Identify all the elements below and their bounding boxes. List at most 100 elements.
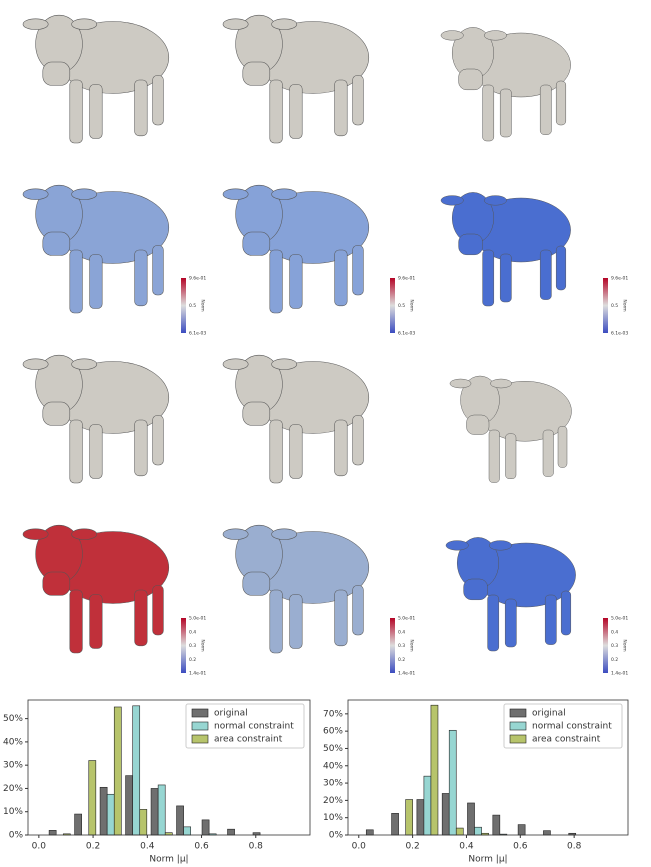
colorbar-label: 0.3: [611, 643, 618, 649]
cow-mesh: [450, 376, 572, 483]
bar: [424, 776, 431, 835]
colorbar-label: 9.6e-01: [398, 276, 415, 282]
colorbar-label: 5.0e-01: [398, 616, 415, 622]
y-tick-label: 20%: [3, 784, 23, 794]
cow-norm: [441, 192, 571, 306]
bar: [75, 814, 82, 835]
bar: [456, 828, 463, 835]
colorbar-title: Norm: [409, 299, 415, 311]
cow-norm: [446, 537, 576, 651]
bar: [100, 787, 107, 835]
colorbar-label: 0.4: [189, 629, 196, 635]
x-tick-label: 0.4: [140, 842, 155, 852]
colorbar-title: Norm: [200, 639, 206, 651]
bar: [543, 831, 550, 835]
bar: [392, 813, 399, 835]
renderings: [23, 15, 576, 653]
y-tick-label: 50%: [3, 714, 23, 724]
bar: [449, 730, 456, 835]
legend-label: area constraint: [532, 735, 601, 745]
colorbar-scale: [390, 278, 395, 333]
bar: [442, 793, 449, 835]
colorbar-label: 9.6e-01: [611, 276, 628, 282]
x-tick-label: 0.2: [86, 842, 100, 852]
bar: [202, 820, 209, 835]
bar: [366, 830, 373, 835]
colorbar-label: 6.1e-03: [189, 331, 206, 337]
bar: [475, 827, 482, 835]
legend-swatch: [510, 735, 526, 743]
x-tick-label: 0.8: [567, 842, 582, 852]
legend-label: normal constraint: [214, 722, 294, 732]
x-tick-label: 0.8: [249, 842, 264, 852]
bar: [133, 706, 140, 835]
bar: [49, 830, 56, 835]
colorbar-label: 5.0e-01: [611, 616, 628, 622]
y-tick-label: 60%: [323, 727, 343, 737]
bar: [114, 707, 121, 835]
colorbar-label: 0.2: [611, 657, 618, 663]
colorbar-title: Norm: [409, 639, 415, 651]
y-tick-label: 10%: [323, 813, 343, 823]
cow-mesh: [441, 27, 571, 141]
cow-norm: [223, 185, 369, 313]
colorbar-label: 0.4: [611, 629, 618, 635]
cow-mesh: [223, 15, 369, 143]
y-tick-label: 10%: [3, 807, 23, 817]
y-tick-label: 0%: [9, 831, 24, 841]
bar: [467, 803, 474, 835]
x-tick-label: 0.6: [513, 842, 528, 852]
colorbar-label: 0.2: [189, 657, 196, 663]
x-tick-label: 0.0: [352, 842, 367, 852]
x-axis-label: Norm |μ|: [149, 855, 188, 865]
bar: [158, 785, 165, 835]
colorbar-title: Norm: [622, 639, 628, 651]
colorbar-label: 0.3: [398, 643, 405, 649]
colorbar-title: Norm: [200, 299, 206, 311]
cow-norm: [23, 185, 169, 313]
cow-mesh: [23, 355, 169, 483]
y-tick-label: 30%: [323, 779, 343, 789]
y-tick-label: 40%: [3, 737, 23, 747]
legend-swatch: [510, 709, 526, 717]
colorbar-label: 9.6e-01: [189, 276, 206, 282]
colorbar-scale: [181, 618, 186, 673]
legend-label: original: [532, 709, 566, 719]
colorbar-title: Norm: [622, 299, 628, 311]
legend-label: original: [214, 709, 248, 719]
colorbar-label: 0.4: [398, 629, 405, 635]
figure: 9.6e-010.56.1e-03Norm9.6e-010.56.1e-03No…: [0, 0, 651, 867]
bar: [89, 761, 96, 835]
colorbar-label: 1.4e-01: [189, 671, 206, 677]
bar: [417, 800, 424, 835]
bar: [140, 809, 147, 835]
y-tick-label: 50%: [323, 744, 343, 754]
colorbar-scale: [390, 618, 395, 673]
y-tick-label: 30%: [3, 761, 23, 771]
bar: [518, 825, 525, 835]
legend-swatch: [192, 709, 208, 717]
colorbar-label: 5.0e-01: [189, 616, 206, 622]
legend-swatch: [192, 722, 208, 730]
colorbar-scale: [603, 618, 608, 673]
x-tick-label: 0.6: [194, 842, 209, 852]
y-tick-label: 20%: [323, 796, 343, 806]
legend-swatch: [510, 722, 526, 730]
cow-mesh: [223, 355, 369, 483]
bar: [184, 827, 191, 835]
colorbar-label: 0.5: [611, 303, 618, 309]
bar: [493, 815, 500, 835]
y-tick-label: 0%: [329, 831, 344, 841]
x-axis-label: Norm |μ|: [468, 855, 507, 865]
x-tick-label: 0.0: [32, 842, 47, 852]
colorbar-label: 1.4e-01: [398, 671, 415, 677]
bar: [177, 806, 184, 835]
bar: [228, 829, 235, 835]
bar: [406, 800, 413, 835]
legend-label: normal constraint: [532, 722, 612, 732]
cow-norm: [223, 525, 369, 653]
